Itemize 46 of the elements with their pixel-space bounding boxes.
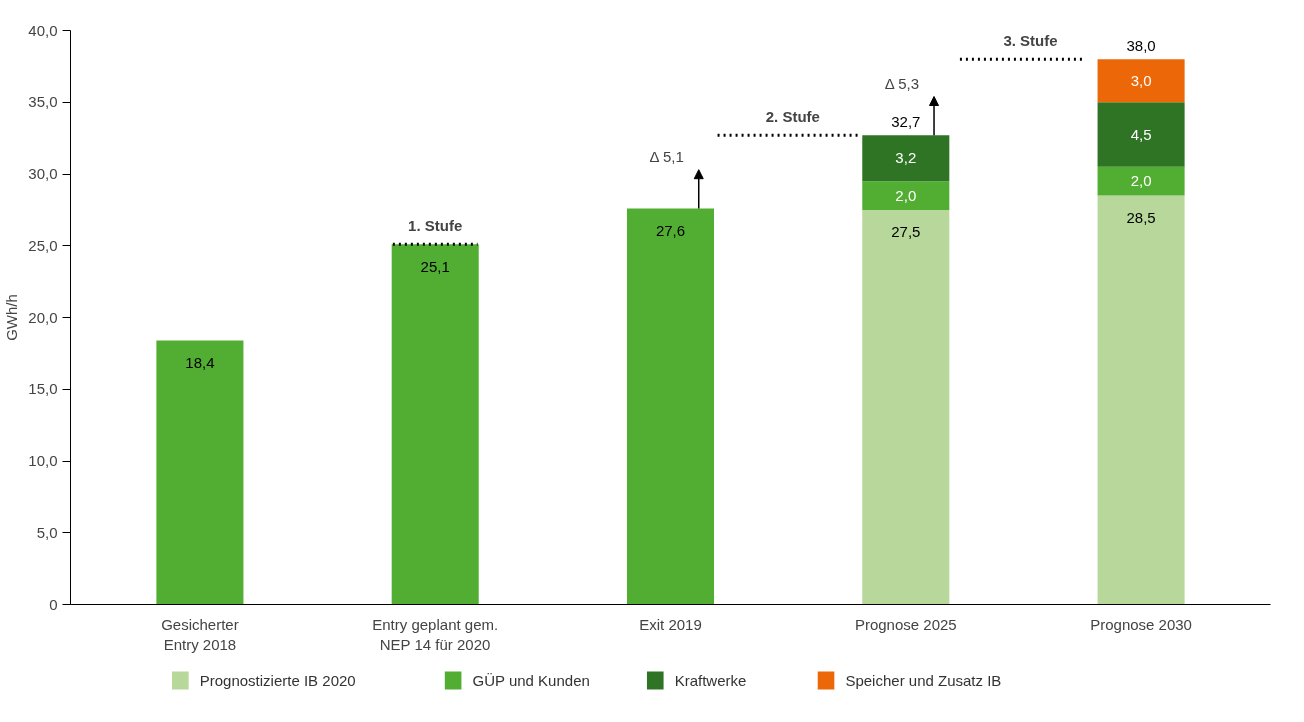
- data-label: 4,5: [1130, 125, 1152, 143]
- y-tick-label: 15,0: [28, 380, 58, 398]
- bar: [391, 244, 479, 605]
- annotation: Δ 5,1: [649, 148, 684, 166]
- total-label: 32,7: [891, 112, 921, 130]
- ref-line-label: 3. Stufe: [1003, 32, 1058, 50]
- bar: [862, 181, 950, 210]
- data-label: 25,1: [420, 257, 450, 275]
- legend-label: GÜP und Kunden: [472, 672, 590, 689]
- x-tick-label: Entry geplant gem. NEP 14 für 2020: [372, 615, 499, 653]
- bar: [862, 135, 950, 182]
- data-label: 27,6: [655, 221, 686, 239]
- legend-label: Prognostizierte IB 2020: [199, 672, 356, 689]
- data-label: 27,5: [891, 223, 921, 241]
- bar: [1097, 59, 1185, 103]
- y-axis-title: GWh/h: [3, 294, 21, 341]
- data-label: 3,0: [1130, 71, 1152, 89]
- bar: [1097, 166, 1185, 196]
- bar: [1097, 195, 1185, 605]
- bar: [156, 340, 244, 605]
- x-tick-label: Prognose 2025: [854, 615, 957, 633]
- data-label: 3,2: [895, 149, 917, 167]
- bar: [1097, 102, 1185, 167]
- y-tick-label: 10,0: [28, 452, 58, 469]
- legend-label: Speicher und Zusatz IB: [845, 672, 1002, 689]
- data-label: 2,0: [895, 186, 917, 204]
- y-tick-label: 25,0: [28, 236, 58, 254]
- bar: [862, 209, 950, 605]
- ref-line-label: 2. Stufe: [765, 108, 820, 126]
- x-tick-label: Exit 2019: [639, 615, 702, 633]
- x-tick-label: Gesicherter Entry 2018: [161, 615, 239, 653]
- y-tick-label: 30,0: [28, 165, 58, 182]
- y-tick-label: 35,0: [28, 93, 58, 111]
- annotation: Δ 5,3: [884, 75, 920, 93]
- y-tick-label: 40,0: [28, 21, 58, 39]
- total-label: 38,0: [1126, 36, 1156, 54]
- data-label: 2,0: [1130, 172, 1152, 190]
- y-tick-label: 20,0: [28, 308, 58, 326]
- y-tick-label: 5,0: [36, 523, 58, 541]
- y-tick-label: 0: [49, 595, 58, 613]
- data-label: 18,4: [185, 353, 215, 371]
- x-tick-label: Prognose 2030: [1090, 615, 1192, 633]
- bar: [626, 208, 715, 605]
- legend-label: Kraftwerke: [674, 672, 747, 689]
- ref-line-label: 1. Stufe: [408, 217, 463, 235]
- data-label: 28,5: [1126, 208, 1156, 226]
